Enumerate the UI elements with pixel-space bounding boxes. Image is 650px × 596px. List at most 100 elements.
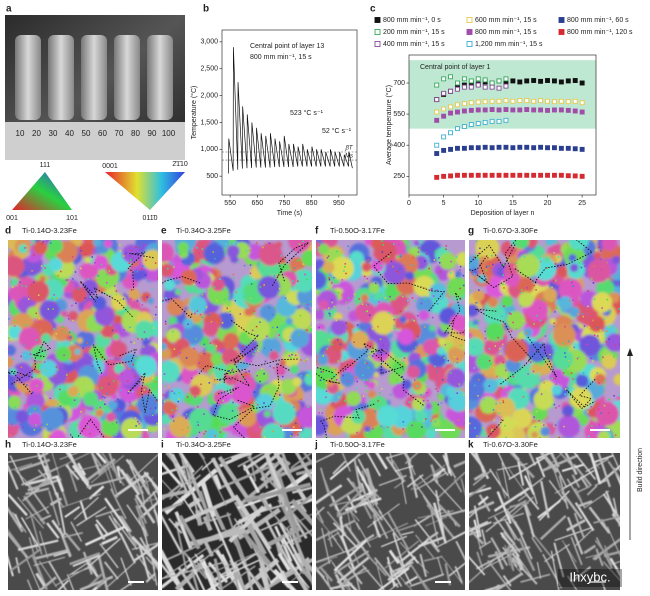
lath — [508, 468, 527, 494]
speckle — [535, 410, 538, 413]
speckle — [106, 392, 108, 395]
speckle — [91, 256, 93, 258]
speckle — [439, 271, 442, 273]
speckle — [133, 342, 136, 344]
lath — [599, 464, 620, 485]
speckle — [484, 330, 487, 333]
grain — [168, 316, 178, 326]
grain-boundary — [475, 308, 532, 361]
lath — [242, 453, 273, 472]
speckle — [98, 370, 100, 372]
grain — [406, 365, 420, 379]
grain — [147, 297, 154, 304]
lath — [97, 556, 109, 590]
speckle — [572, 378, 574, 380]
speckle — [47, 308, 50, 310]
ebsd-map — [8, 240, 158, 438]
y-tick-label: 500 — [206, 173, 218, 180]
lath — [592, 454, 614, 464]
grain — [279, 359, 287, 366]
grain — [18, 327, 40, 349]
point — [448, 74, 454, 80]
speckle — [37, 294, 40, 296]
speckle — [328, 339, 330, 341]
lath — [469, 529, 480, 536]
bead — [147, 35, 173, 120]
lath — [48, 560, 68, 590]
speckle — [303, 329, 306, 332]
y-axis-label: Temperature (°C) — [190, 86, 198, 140]
speckle — [221, 321, 224, 324]
speckle — [404, 240, 407, 242]
lath — [131, 535, 158, 567]
ebsd-map — [162, 240, 312, 438]
speckle — [337, 396, 340, 398]
speckle — [127, 390, 130, 393]
speckle — [20, 355, 22, 358]
speckle — [345, 322, 347, 324]
speckle — [122, 255, 125, 257]
speckle — [503, 305, 505, 307]
speckle — [277, 376, 280, 378]
speckle — [427, 319, 430, 321]
lath — [330, 498, 364, 507]
speckle — [297, 433, 299, 436]
speckle — [135, 246, 137, 248]
speckle — [237, 261, 239, 263]
lath — [378, 510, 401, 541]
speckle — [65, 279, 67, 281]
lath — [469, 556, 486, 576]
lath — [384, 540, 420, 569]
speckle — [587, 290, 589, 292]
grain — [18, 244, 28, 254]
speckle — [24, 247, 26, 249]
lath — [387, 555, 417, 582]
speckle — [87, 278, 89, 280]
grain — [413, 240, 421, 247]
speckle — [460, 344, 462, 347]
speckle — [294, 354, 297, 357]
grain — [611, 255, 620, 265]
speckle — [293, 271, 295, 273]
speckle — [51, 297, 54, 300]
speckle — [425, 357, 427, 359]
speckle — [130, 298, 132, 300]
speckle — [343, 330, 346, 333]
lath — [248, 453, 257, 482]
lath — [290, 453, 312, 469]
point — [461, 124, 467, 130]
speckle — [568, 359, 570, 362]
speckle — [381, 240, 383, 242]
lath — [77, 462, 87, 476]
lath — [202, 515, 213, 532]
ebsd-grains — [316, 240, 465, 438]
speckle — [23, 383, 25, 385]
point — [503, 117, 509, 123]
speckle — [35, 384, 38, 387]
speckle — [368, 355, 370, 358]
speckle — [381, 387, 383, 390]
lath — [294, 453, 312, 483]
grain — [568, 240, 590, 251]
speckle — [306, 358, 309, 361]
lath — [37, 453, 50, 480]
speckle — [272, 367, 275, 369]
grain-boundary — [476, 240, 517, 289]
speckle — [296, 356, 299, 358]
lath — [385, 456, 406, 483]
speckle — [12, 286, 14, 288]
speckle — [581, 313, 584, 315]
point — [455, 126, 460, 132]
lath — [587, 453, 600, 469]
speckle — [203, 352, 206, 355]
speckle — [144, 274, 147, 276]
speckle — [302, 240, 304, 243]
speckle — [555, 279, 557, 282]
lath — [99, 543, 119, 569]
speckle — [298, 333, 300, 336]
point — [496, 144, 502, 150]
lath — [389, 453, 395, 470]
point — [524, 172, 530, 178]
speckle — [476, 435, 478, 437]
speckle — [43, 361, 46, 363]
